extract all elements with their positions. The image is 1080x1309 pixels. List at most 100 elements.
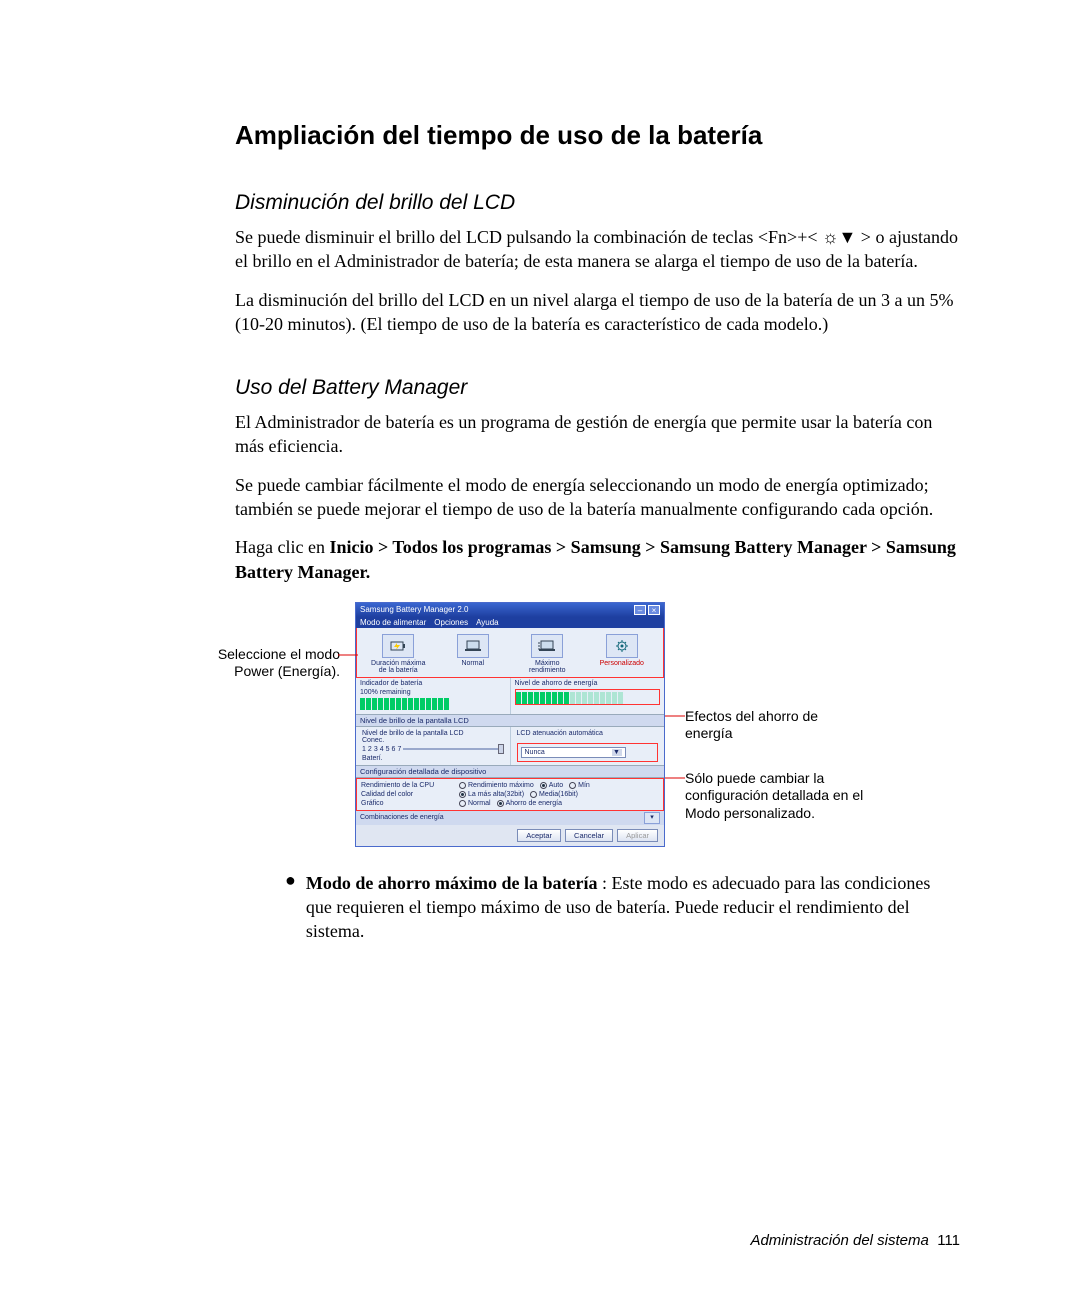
lcd-conec: Conec. [362,737,504,744]
slider-num: 5 [386,746,390,753]
opt-label: Mín [578,782,590,789]
menu-item[interactable]: Opciones [434,618,468,627]
footer-label: Administración del sistema [750,1232,928,1249]
section2-title: Uso del Battery Manager [235,376,960,400]
annot-left: Seleccione el modo Power (Energía). [180,646,340,681]
lcd-right-hdr: LCD atenuación automática [517,730,659,737]
bullet-text: Modo de ahorro máximo de la batería : Es… [306,871,960,944]
lcd-section-hdr: Nivel de brillo de la pantalla LCD [356,714,664,727]
section1-p1: Se puede disminuir el brillo del LCD pul… [235,225,960,274]
section2-p2: Se puede cambiar fácilmente el modo de e… [235,473,960,522]
bullet-block: ● Modo de ahorro máximo de la batería : … [285,871,960,944]
cfg-gfx: Gráfico Normal Ahorro de energía [361,799,659,808]
indicator-val: 100% remaining [360,689,506,696]
slider-num: 1 [362,746,366,753]
mode-custom[interactable]: Personalizado [592,634,652,675]
slider-num: 4 [380,746,384,753]
window-controls: – × [634,605,660,615]
minimize-icon[interactable]: – [634,605,646,615]
menu-item[interactable]: Ayuda [476,618,499,627]
lcd-left-hdr: Nivel de brillo de la pantalla LCD [362,730,504,737]
cfg-color: Calidad del color La más alta(32bit) Med… [361,790,659,799]
battery-icon [382,634,414,658]
indicator-hdr: Indicador de batería [360,680,506,687]
mode-label: Personalizado [592,660,652,667]
cancel-button[interactable]: Cancelar [565,829,613,842]
slider-track [403,748,503,750]
select-value: Nunca [525,749,545,756]
page-title: Ampliación del tiempo de uso de la bater… [235,120,960,151]
bullet-sep: : [598,873,612,893]
app-title: Samsung Battery Manager 2.0 [360,605,469,614]
section2-p1: El Administrador de batería es un progra… [235,410,960,459]
saving-hdr: Nivel de ahorro de energía [515,680,661,687]
close-icon[interactable]: × [648,605,660,615]
expand-icon[interactable]: ▾ [644,812,660,824]
bullet-dot: ● [285,871,296,944]
mode-selector: Duración máxima de la batería Normal Máx… [356,628,664,678]
mode-max-perf[interactable]: Máximo rendimiento [517,634,577,675]
footer-page: 111 [937,1232,960,1249]
opt-label: Rendimiento máximo [468,782,534,789]
slider-num: 2 [368,746,372,753]
mode-max-battery[interactable]: Duración máxima de la batería [368,634,428,675]
bullet-label: Modo de ahorro máximo de la batería [306,873,598,893]
combinations-row: Combinaciones de energía ▾ [356,811,664,825]
slider-knob[interactable] [498,744,504,754]
annot-right-1: Efectos del ahorro de energía [685,708,845,743]
lcd-auto-dim: LCD atenuación automática Nunca ▼ [510,727,665,765]
titlebar: Samsung Battery Manager 2.0 – × [356,603,664,617]
ok-button[interactable]: Aceptar [517,829,561,842]
app-window: Samsung Battery Manager 2.0 – × Modo de … [355,602,665,847]
auto-dim-select[interactable]: Nunca ▼ [521,747,626,758]
cfg-label: Gráfico [361,800,453,807]
cfg-block: Rendimiento de la CPU Rendimiento máximo… [356,778,664,811]
indicators: Indicador de batería 100% remaining Nive… [356,678,664,714]
opt-label: La más alta(32bit) [468,791,524,798]
cfg-section-hdr: Configuración detallada de dispositivo [356,765,664,778]
opt-label: Normal [468,800,491,807]
laptop-fast-icon [531,634,563,658]
cfg-cpu: Rendimiento de la CPU Rendimiento máximo… [361,781,659,790]
opt-label: Ahorro de energía [506,800,562,807]
app-figure: Samsung Battery Manager 2.0 – × Modo de … [180,602,900,847]
saving-bars [516,692,660,704]
menu-item[interactable]: Modo de alimentar [360,618,426,627]
color-opt2[interactable]: Media(16bit) [530,791,578,798]
lcd-row: Nivel de brillo de la pantalla LCD Conec… [356,727,664,765]
cpu-opt1[interactable]: Rendimiento máximo [459,782,534,789]
battery-indicator: Indicador de batería 100% remaining [356,678,510,714]
nav-bold: Inicio > Todos los programas > Samsung >… [235,537,956,581]
mode-label: Máximo rendimiento [517,660,577,675]
apply-button[interactable]: Aplicar [617,829,658,842]
menubar: Modo de alimentar Opciones Ayuda [356,617,664,628]
slider-num: 7 [397,746,401,753]
mode-normal[interactable]: Normal [443,634,503,675]
nav-pre: Haga clic en [235,537,329,557]
brightness-slider[interactable]: 1 2 3 4 5 6 7 [362,746,504,753]
cfg-label: Rendimiento de la CPU [361,782,453,789]
nav-path: Haga clic en Inicio > Todos los programa… [235,535,960,584]
slider-num: 6 [392,746,396,753]
cfg-label: Calidad del color [361,791,453,798]
battery-bars [360,698,506,710]
slider-num: 3 [374,746,378,753]
mode-label: Normal [443,660,503,667]
gfx-opt1[interactable]: Normal [459,800,491,807]
chevron-down-icon: ▼ [612,749,622,756]
cpu-opt3[interactable]: Mín [569,782,590,789]
gear-icon [606,634,638,658]
section1-p2: La disminución del brillo del LCD en un … [235,288,960,337]
cpu-opt2[interactable]: Auto [540,782,563,789]
lcd-brightness: Nivel de brillo de la pantalla LCD Conec… [356,727,510,765]
lcd-bat: Baterí. [362,755,504,762]
button-row: Aceptar Cancelar Aplicar [356,825,664,846]
mode-label: Duración máxima de la batería [368,660,428,675]
color-opt1[interactable]: La más alta(32bit) [459,791,524,798]
opt-label: Auto [549,782,563,789]
bullet-item: ● Modo de ahorro máximo de la batería : … [285,871,960,944]
section1-title: Disminución del brillo del LCD [235,191,960,215]
annot-right-2: Sólo puede cambiar la configuración deta… [685,770,895,823]
opt-label: Media(16bit) [539,791,578,798]
gfx-opt2[interactable]: Ahorro de energía [497,800,562,807]
